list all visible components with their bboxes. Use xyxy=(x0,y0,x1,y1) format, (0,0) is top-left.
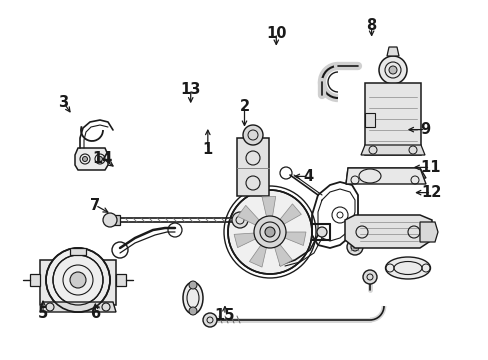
Text: 7: 7 xyxy=(90,198,100,213)
Polygon shape xyxy=(75,148,108,170)
Circle shape xyxy=(346,239,362,255)
Circle shape xyxy=(362,270,376,284)
Polygon shape xyxy=(237,138,268,196)
Circle shape xyxy=(316,227,326,237)
Circle shape xyxy=(378,56,406,84)
Polygon shape xyxy=(386,47,398,56)
Ellipse shape xyxy=(385,257,429,279)
Circle shape xyxy=(82,157,87,162)
Polygon shape xyxy=(262,197,275,216)
Circle shape xyxy=(388,66,396,74)
Polygon shape xyxy=(249,245,266,267)
Text: 4: 4 xyxy=(303,169,312,184)
Polygon shape xyxy=(284,232,305,246)
Text: 6: 6 xyxy=(90,306,100,321)
Circle shape xyxy=(70,272,86,288)
Text: 12: 12 xyxy=(420,185,441,200)
Circle shape xyxy=(264,227,274,237)
Text: 13: 13 xyxy=(180,82,201,97)
Circle shape xyxy=(231,212,247,228)
Ellipse shape xyxy=(183,282,203,314)
Text: 1: 1 xyxy=(203,142,212,157)
Circle shape xyxy=(189,281,197,289)
Polygon shape xyxy=(280,204,301,224)
Circle shape xyxy=(46,248,110,312)
Polygon shape xyxy=(30,274,40,286)
Circle shape xyxy=(103,213,117,227)
Text: 15: 15 xyxy=(214,307,235,323)
Polygon shape xyxy=(110,215,120,225)
Polygon shape xyxy=(234,233,255,248)
Polygon shape xyxy=(346,168,425,184)
Text: 8: 8 xyxy=(366,18,376,33)
Circle shape xyxy=(227,190,311,274)
Polygon shape xyxy=(237,205,259,225)
Circle shape xyxy=(203,313,217,327)
Circle shape xyxy=(243,125,263,145)
Polygon shape xyxy=(70,248,86,255)
Circle shape xyxy=(189,307,197,315)
Polygon shape xyxy=(345,215,431,248)
Text: 9: 9 xyxy=(420,122,429,137)
Text: 10: 10 xyxy=(265,26,286,41)
Circle shape xyxy=(253,216,285,248)
Text: 11: 11 xyxy=(419,160,440,175)
Polygon shape xyxy=(40,260,116,305)
Polygon shape xyxy=(274,244,292,266)
Polygon shape xyxy=(419,222,437,242)
Circle shape xyxy=(350,243,358,251)
Text: 14: 14 xyxy=(92,151,113,166)
Polygon shape xyxy=(116,274,126,286)
Text: 2: 2 xyxy=(239,99,249,114)
Text: 5: 5 xyxy=(38,306,48,321)
Polygon shape xyxy=(364,113,374,127)
Polygon shape xyxy=(346,168,425,184)
Polygon shape xyxy=(40,302,116,312)
Circle shape xyxy=(97,157,102,162)
Text: 3: 3 xyxy=(59,95,68,110)
Polygon shape xyxy=(364,83,420,155)
Polygon shape xyxy=(360,145,424,155)
